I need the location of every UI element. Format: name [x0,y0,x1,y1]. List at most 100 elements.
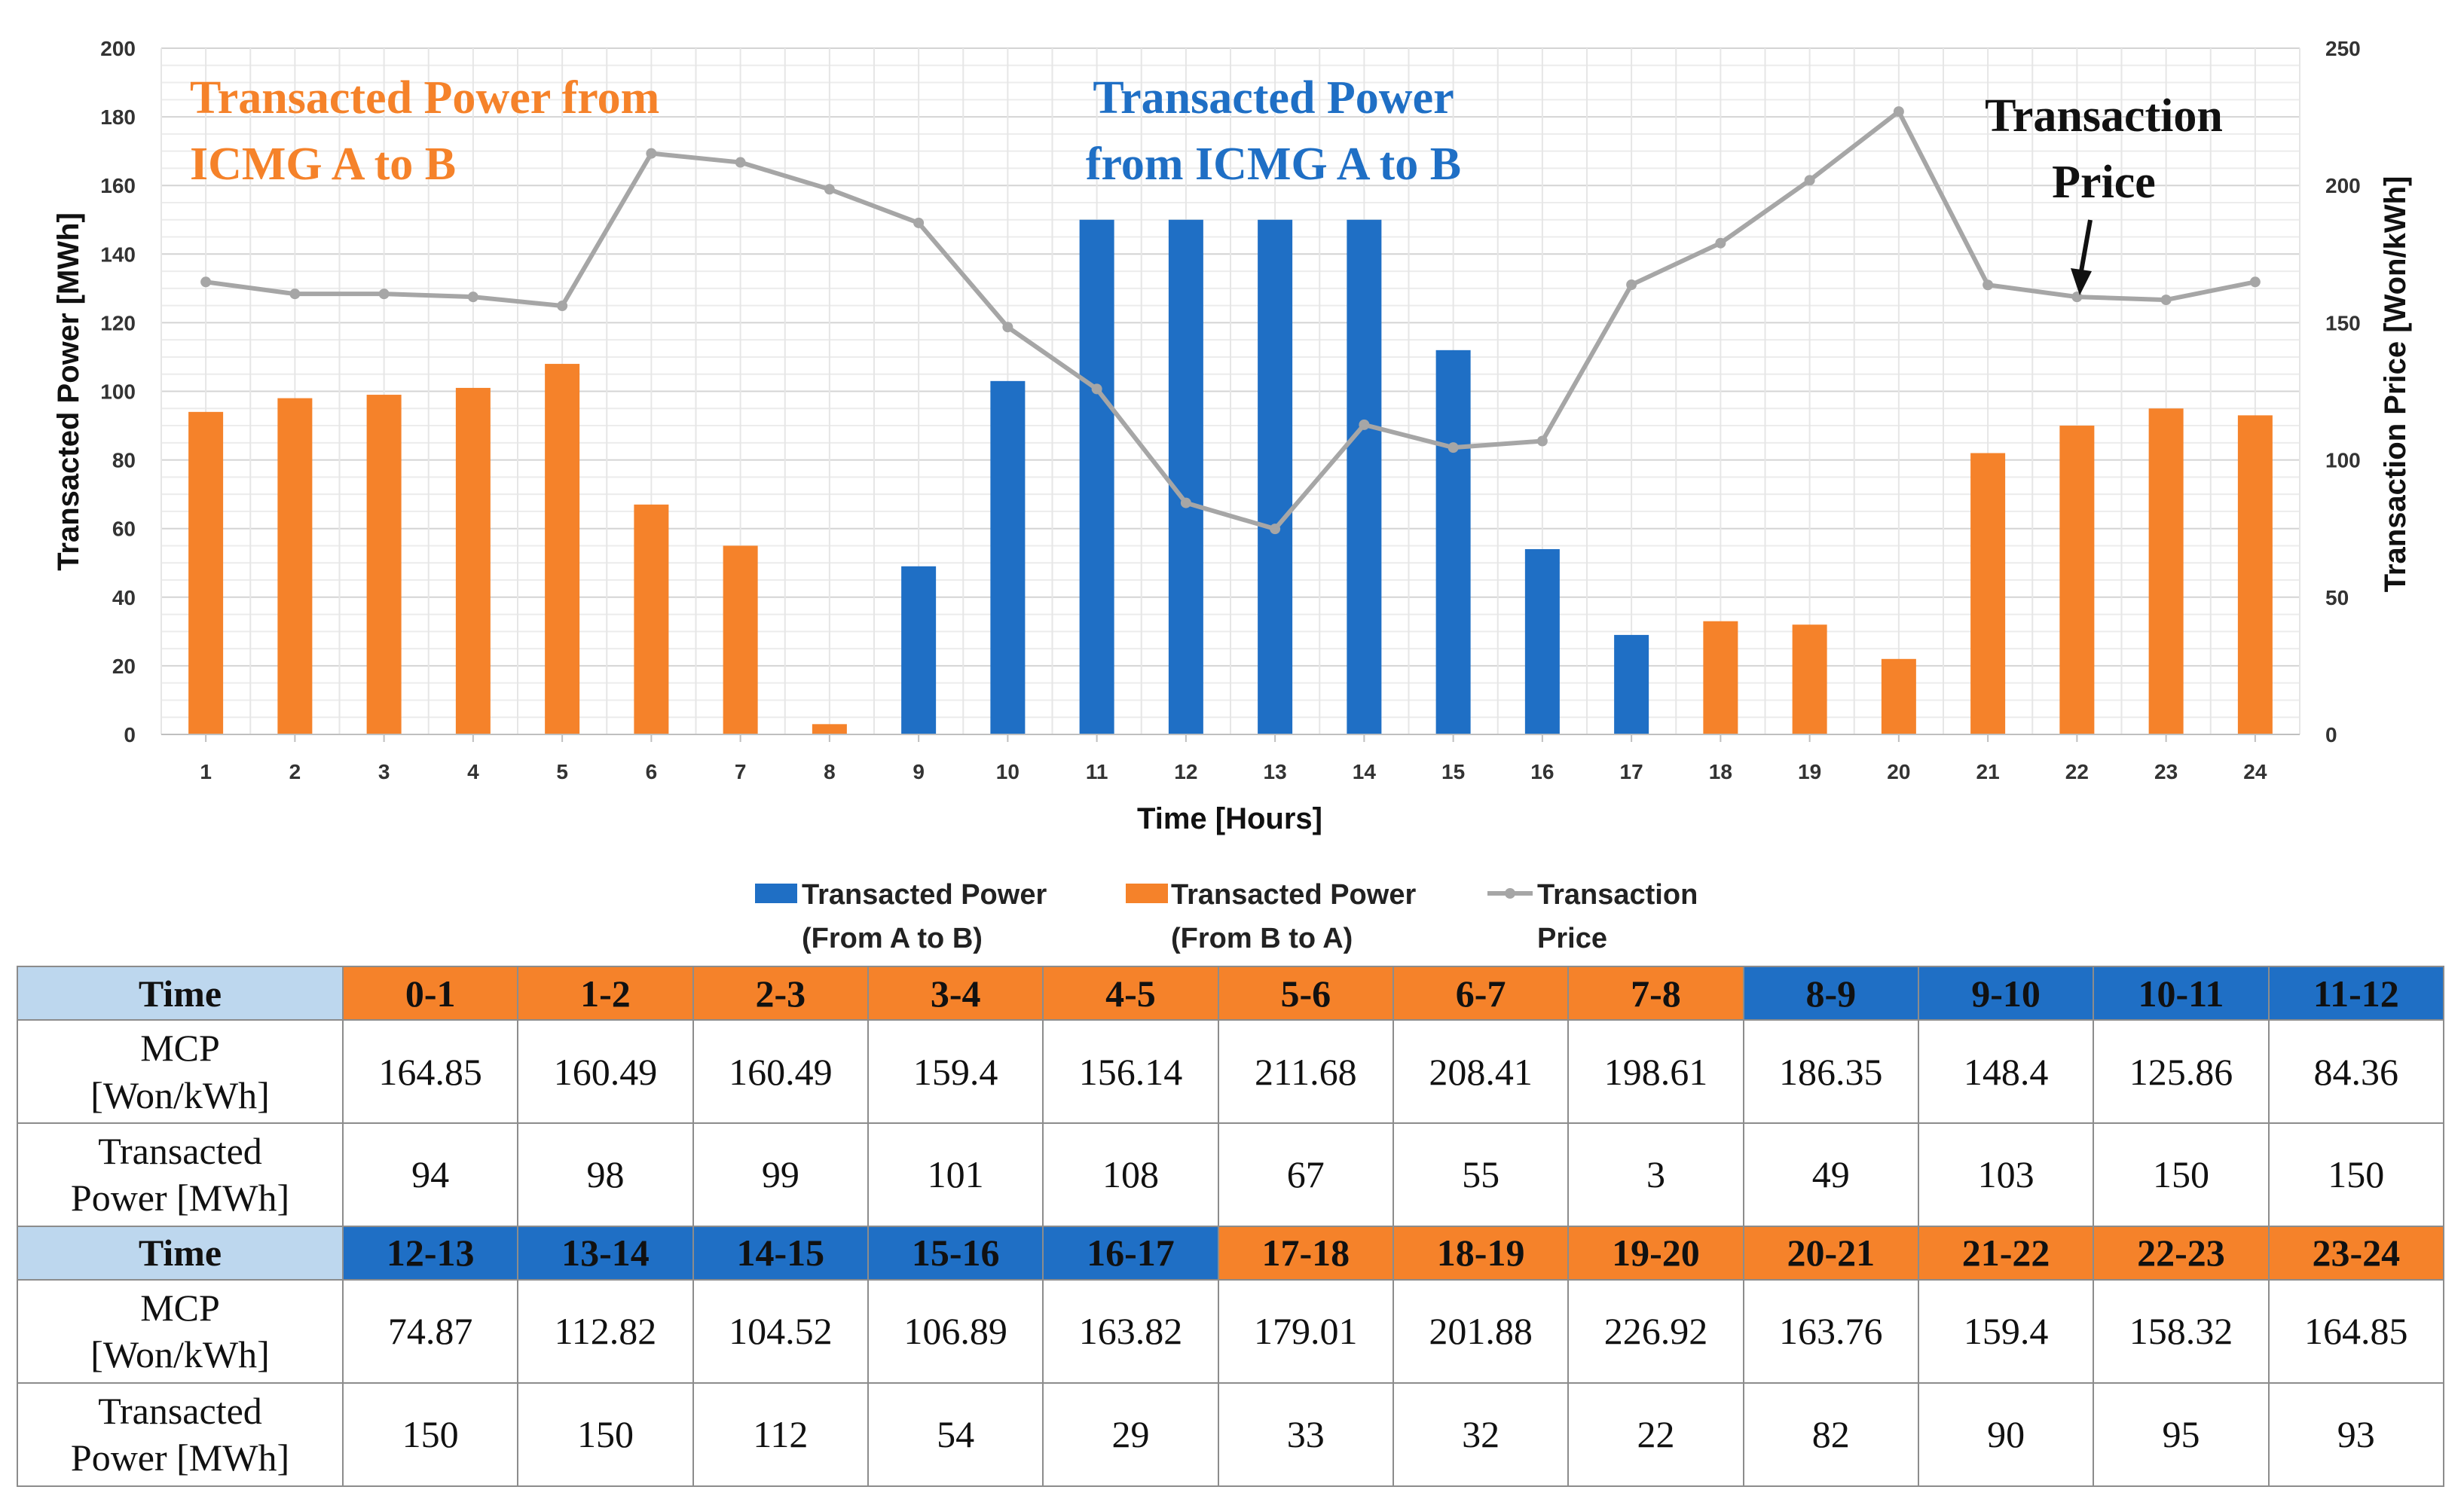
time-cell: 0-1 [341,965,519,1021]
time-cell: 15-16 [867,1225,1044,1281]
price-point-8 [824,184,835,195]
bar-hour-4 [455,387,491,734]
power-cell: 82 [1742,1381,1919,1488]
x-tick-label: 16 [1530,760,1554,783]
left-tick-label: 80 [112,449,136,472]
left-tick-label: 120 [100,311,136,334]
mcp-cell: 226.92 [1567,1279,1744,1384]
x-tick-label: 19 [1798,760,1821,783]
time-cell: 10-11 [2093,965,2270,1021]
x-tick-label: 13 [1264,760,1287,783]
bar-hour-7 [723,545,758,734]
price-table: Time 0-1 1-2 2-3 3-4 4-5 5-6 6-7 7-8 8-9 9-10 10-11… [17,965,2445,1488]
mcp-cell: 211.68 [1217,1019,1394,1124]
bar-hour-11 [1079,219,1114,734]
time-cell: 21-22 [1917,1225,2095,1281]
x-tick-label: 6 [646,760,658,783]
time-cell: 20-21 [1742,1225,1919,1281]
legend-item-a-to-b: Transacted Power (From A to B) [755,879,1047,954]
legend-item-b-to-a: Transacted Power (From B to A) [1126,879,1416,954]
time-cell: 11-12 [2267,965,2445,1021]
power-cell: 90 [1917,1381,2095,1488]
table-row-mcp: MCP [Won/kWh] 74.87 112.82 104.52 106.89 163.8… [17,1279,2445,1384]
mcp-cell: 112.82 [517,1279,694,1384]
x-tick-label: 1 [200,760,212,783]
left-tick-label: 100 [100,380,136,404]
power-cell: 22 [1567,1381,1744,1488]
bar-hour-1 [188,411,224,734]
bar-hour-18 [1703,621,1738,734]
price-point-6 [646,148,657,159]
power-cell: 150 [517,1381,694,1488]
x-tick-label: 18 [1709,760,1732,783]
legend-label-a-to-b-2: (From A to B) [802,923,983,954]
legend-label-price-1: Transaction [1537,879,1698,911]
x-axis-title: Time [Hours] [1137,802,1322,835]
mcp-cell: 148.4 [1917,1019,2095,1124]
price-point-21 [1983,279,1994,291]
mcp-cell: 164.85 [2267,1279,2445,1384]
x-tick-label: 5 [556,760,568,783]
price-point-11 [1091,383,1102,395]
mcp-cell: 160.49 [692,1019,869,1124]
price-point-3 [378,289,390,300]
x-tick-label: 10 [996,760,1020,783]
combo-chart: 0204060801001201401601802000501001502002… [52,37,2412,954]
price-point-7 [735,157,746,168]
annotation-orange-line2: ICMG A to B [190,139,456,190]
left-tick-label: 60 [112,517,136,541]
price-point-2 [289,289,301,300]
power-cell: 95 [2093,1381,2270,1488]
power-bars [188,219,2273,734]
bar-hour-22 [2059,426,2095,734]
bar-hour-9 [901,566,937,734]
bar-hour-24 [2237,415,2273,734]
legend-label-a-to-b-1: Transacted Power [802,879,1047,911]
time-label-cell: Time [17,965,344,1021]
x-tick-label: 11 [1086,760,1108,783]
annotation-arrow [2071,219,2093,295]
power-cell: 108 [1042,1122,1219,1227]
price-point-10 [1002,322,1013,333]
bar-hour-3 [366,395,402,734]
bar-hour-19 [1792,624,1827,734]
table-row-mcp: MCP [Won/kWh] 164.85 160.49 160.49 159.4 156.1… [17,1019,2445,1124]
left-tick-label: 140 [100,243,136,266]
left-tick-label: 20 [112,655,136,678]
power-cell: 103 [1917,1122,2095,1227]
mcp-cell: 201.88 [1392,1279,1570,1384]
power-cell: 33 [1217,1381,1394,1488]
time-cell: 17-18 [1217,1225,1394,1281]
power-cell: 93 [2267,1381,2445,1488]
x-tick-label: 12 [1174,760,1197,783]
time-cell: 16-17 [1042,1225,1219,1281]
bar-hour-21 [1970,453,2006,734]
price-point-19 [1804,175,1815,186]
x-tick-label: 3 [378,760,390,783]
annotation-orange-line1: Transacted Power from [190,72,659,124]
time-cell: 6-7 [1392,965,1570,1021]
left-tick-label: 200 [100,37,136,60]
mcp-cell: 163.82 [1042,1279,1219,1384]
right-tick-label: 100 [2325,449,2361,472]
time-cell: 1-2 [517,965,694,1021]
price-point-4 [467,292,478,303]
bar-hour-13 [1258,219,1293,734]
x-tick-label: 7 [735,760,747,783]
bar-hour-8 [812,724,847,734]
mcp-cell: 106.89 [867,1279,1044,1384]
legend-label-price-2: Price [1537,923,1607,954]
annotation-price-line2: Price [2052,157,2156,208]
x-tick-label: 9 [913,760,925,783]
power-cell: 150 [341,1381,519,1488]
x-tick-label: 22 [2065,760,2089,783]
power-cell: 112 [692,1381,869,1488]
bar-hour-5 [545,364,580,734]
power-cell: 32 [1392,1381,1570,1488]
time-cell: 13-14 [517,1225,694,1281]
power-cell: 55 [1392,1122,1570,1227]
price-point-20 [1893,106,1904,118]
power-cell: 99 [692,1122,869,1227]
price-point-23 [2160,295,2172,306]
mcp-cell: 125.86 [2093,1019,2270,1124]
